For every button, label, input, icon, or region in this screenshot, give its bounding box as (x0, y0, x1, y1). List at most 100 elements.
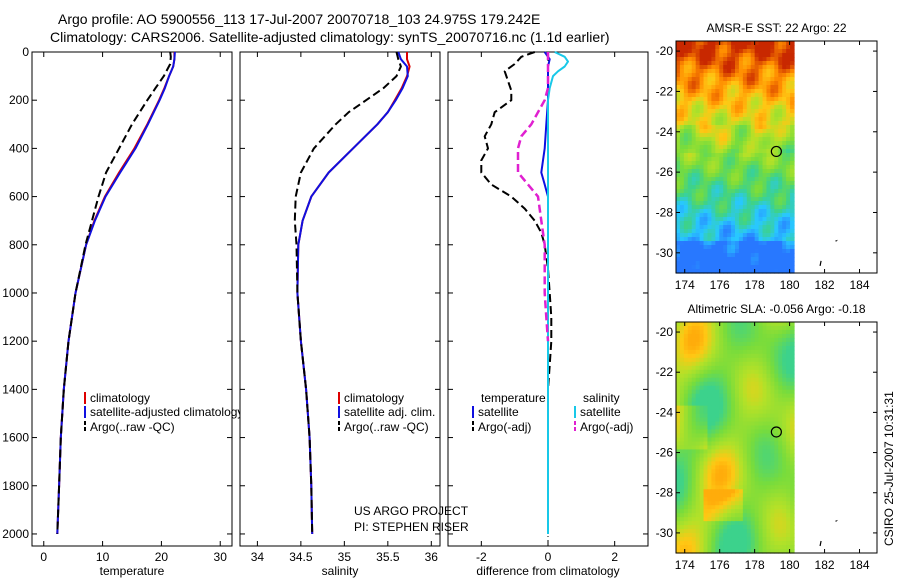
map-cell (699, 229, 705, 234)
map-cell (790, 245, 795, 250)
map-cell (786, 465, 791, 470)
map-cell (691, 61, 697, 66)
map-cell (758, 501, 764, 506)
y-tick-label: -26 (656, 165, 674, 179)
map-cell (727, 425, 732, 431)
map-cell (790, 105, 795, 110)
map-cell (790, 165, 795, 170)
map-cell (695, 517, 701, 522)
map-cell (742, 322, 748, 327)
map-cell (707, 489, 712, 494)
map-cell (782, 157, 787, 162)
map-cell (762, 173, 768, 178)
map-cell (699, 185, 705, 190)
map-cell (790, 161, 795, 166)
map-cell (770, 417, 775, 423)
map-cell (762, 181, 768, 186)
map-cell (738, 437, 744, 443)
map-cell (695, 357, 701, 363)
map-cell (738, 69, 744, 74)
map-cell (719, 429, 724, 435)
map-cell (723, 537, 728, 542)
map-cell (754, 345, 760, 351)
map-cell (742, 41, 748, 46)
map-cell (699, 233, 705, 238)
map-cell (699, 369, 705, 375)
map-cell (786, 105, 791, 110)
map-cell (774, 521, 779, 526)
map-cell (703, 477, 709, 482)
map-cell (735, 365, 740, 371)
map-cell (687, 497, 693, 502)
map-cell (774, 185, 779, 190)
map-cell (746, 393, 752, 399)
map-cell (691, 541, 697, 546)
map-cell (742, 105, 748, 110)
map-cell (786, 109, 791, 114)
map-cell (676, 113, 681, 118)
map-cell (687, 549, 693, 554)
map-cell (742, 509, 748, 514)
map-cell (778, 449, 783, 455)
map-cell (746, 157, 752, 162)
map-cell (738, 73, 744, 78)
map-cell (750, 493, 756, 498)
map-cell (735, 469, 740, 474)
map-cell (703, 221, 709, 226)
map-cell (778, 541, 783, 546)
map-cell (754, 257, 760, 262)
map-cell (754, 357, 760, 363)
map-cell (762, 245, 768, 250)
map-cell (691, 477, 697, 482)
map-cell (715, 157, 720, 162)
map-cell (683, 229, 689, 234)
map-cell (762, 521, 768, 526)
map-cell (687, 157, 693, 162)
map-cell (727, 533, 732, 538)
map-cell (774, 249, 779, 254)
map-cell (758, 325, 764, 331)
map-cell (727, 545, 732, 550)
map-cell (679, 157, 685, 162)
map-cell (715, 521, 720, 526)
map-cell (715, 253, 720, 258)
map-cell (687, 529, 693, 534)
map-cell (786, 77, 791, 82)
map-cell (762, 325, 768, 331)
map-cell (699, 549, 705, 554)
map-cell (742, 93, 748, 98)
map-cell (687, 221, 693, 226)
map-cell (758, 109, 764, 114)
map-cell (707, 521, 712, 526)
map-cell (719, 541, 724, 546)
map-cell (750, 69, 756, 74)
map-cell (687, 345, 693, 351)
map-cell (683, 409, 689, 415)
map-cell (742, 525, 748, 530)
map-cell (719, 397, 724, 403)
map-cell (691, 481, 697, 486)
map-cell (723, 233, 728, 238)
map-cell (770, 493, 775, 498)
map-cell (758, 389, 764, 395)
map-cell (742, 73, 748, 78)
map-cell (786, 45, 791, 50)
map-cell (750, 477, 756, 482)
map-cell (750, 361, 756, 367)
map-cell (679, 241, 685, 246)
map-cell (679, 89, 685, 94)
map-cell (699, 517, 705, 522)
map-cell (731, 357, 736, 363)
map-cell (683, 121, 689, 126)
map-cell (727, 417, 732, 423)
map-cell (778, 61, 783, 66)
y-tick-label: -24 (656, 125, 674, 139)
map-cell (676, 545, 681, 550)
map-cell (727, 117, 732, 122)
map-cell (695, 177, 701, 182)
map-cell (754, 221, 760, 226)
map-cell (762, 225, 768, 230)
map-cell (727, 393, 732, 399)
map-cell (719, 401, 724, 407)
map-cell (715, 393, 720, 399)
